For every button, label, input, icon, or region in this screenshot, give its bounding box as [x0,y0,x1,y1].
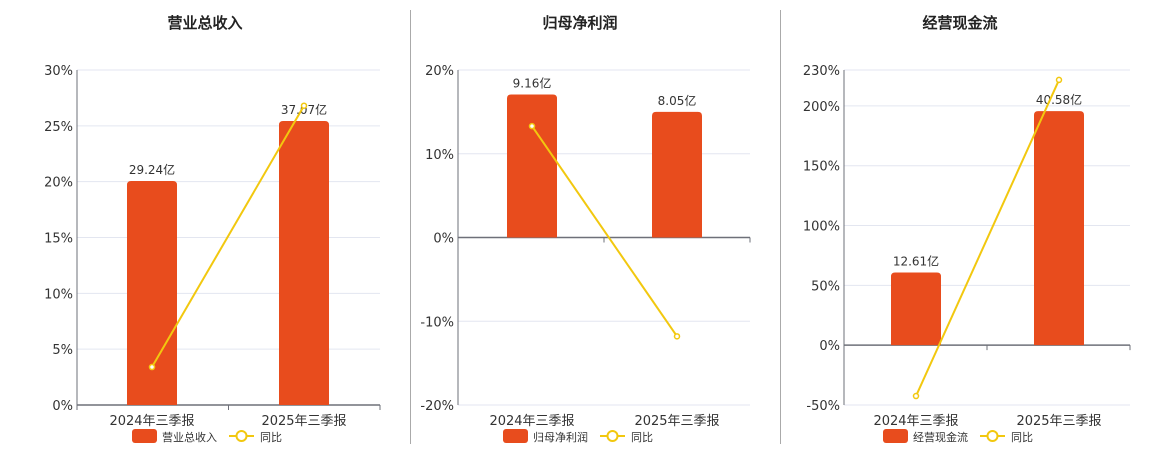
legend-bar-label: 归母净利润 [533,430,588,444]
x-tick-label: 2024年三季报 [489,414,574,429]
y-tick-label: 25% [44,120,73,135]
yoy-line [915,79,1060,397]
yoy-point [673,333,681,340]
legend-bar-label: 经营现金流 [913,430,968,444]
chart-title: 营业总收入 [167,14,242,32]
legend-bar-swatch [503,429,528,443]
y-tick-label: -50% [806,399,840,414]
yoy-point [912,392,920,400]
x-tick-label: 2024年三季报 [109,414,194,429]
legend-bar-swatch [132,429,157,443]
bar-value-label: 12.61亿 [893,253,939,268]
legend-bar-swatch [883,429,908,443]
bar-value-label: 8.05亿 [658,93,697,108]
x-tick-label: 2025年三季报 [261,414,346,429]
y-tick-label: 150% [803,160,840,175]
y-tick-label: 0% [433,232,454,247]
chart-title: 经营现金流 [922,14,997,32]
y-tick-label: 0% [819,339,840,354]
yoy-point [148,363,156,371]
y-tick-label: 20% [425,64,454,79]
x-tick-label: 2024年三季报 [873,414,958,429]
y-tick-label: 15% [44,232,73,247]
x-tick-label: 2025年三季报 [634,414,719,429]
yoy-point [528,122,536,130]
bar [891,272,941,346]
yoy-line [151,105,305,368]
y-tick-label: 10% [44,287,73,302]
y-tick-label: 30% [44,64,73,79]
x-tick-label: 2025年三季报 [1016,414,1101,429]
y-tick-label: 5% [52,343,73,358]
y-tick-label: -20% [420,399,454,414]
bar-value-label: 40.58亿 [1036,92,1082,107]
legend-bar-label: 营业总收入 [162,430,217,444]
legend-line-label: 同比 [1011,431,1033,444]
bar [279,121,329,405]
bar [127,181,177,405]
yoy-line [531,125,678,337]
y-tick-label: 20% [44,176,73,191]
yoy-point [300,102,308,109]
legend-line-marker [235,430,248,442]
bar-value-label: 29.24亿 [129,162,175,177]
y-tick-label: 0% [52,399,73,414]
legend-line-marker [606,430,619,442]
bar [507,94,557,238]
legend-line-marker [986,430,999,442]
bar [652,111,702,238]
chart-title: 归母净利润 [542,14,617,32]
y-tick-label: -10% [420,315,454,330]
bar [1034,111,1084,346]
bar-value-label: 9.16亿 [513,76,552,91]
y-tick-label: 10% [425,148,454,163]
y-tick-label: 100% [803,220,840,235]
legend-line-label: 同比 [260,431,282,444]
legend-line-label: 同比 [631,431,653,444]
yoy-point [1055,76,1063,84]
bar-value-label: 37.07亿 [281,102,327,117]
y-tick-label: 200% [803,100,840,115]
y-tick-label: 50% [811,279,840,294]
y-tick-label: 230% [803,64,840,79]
